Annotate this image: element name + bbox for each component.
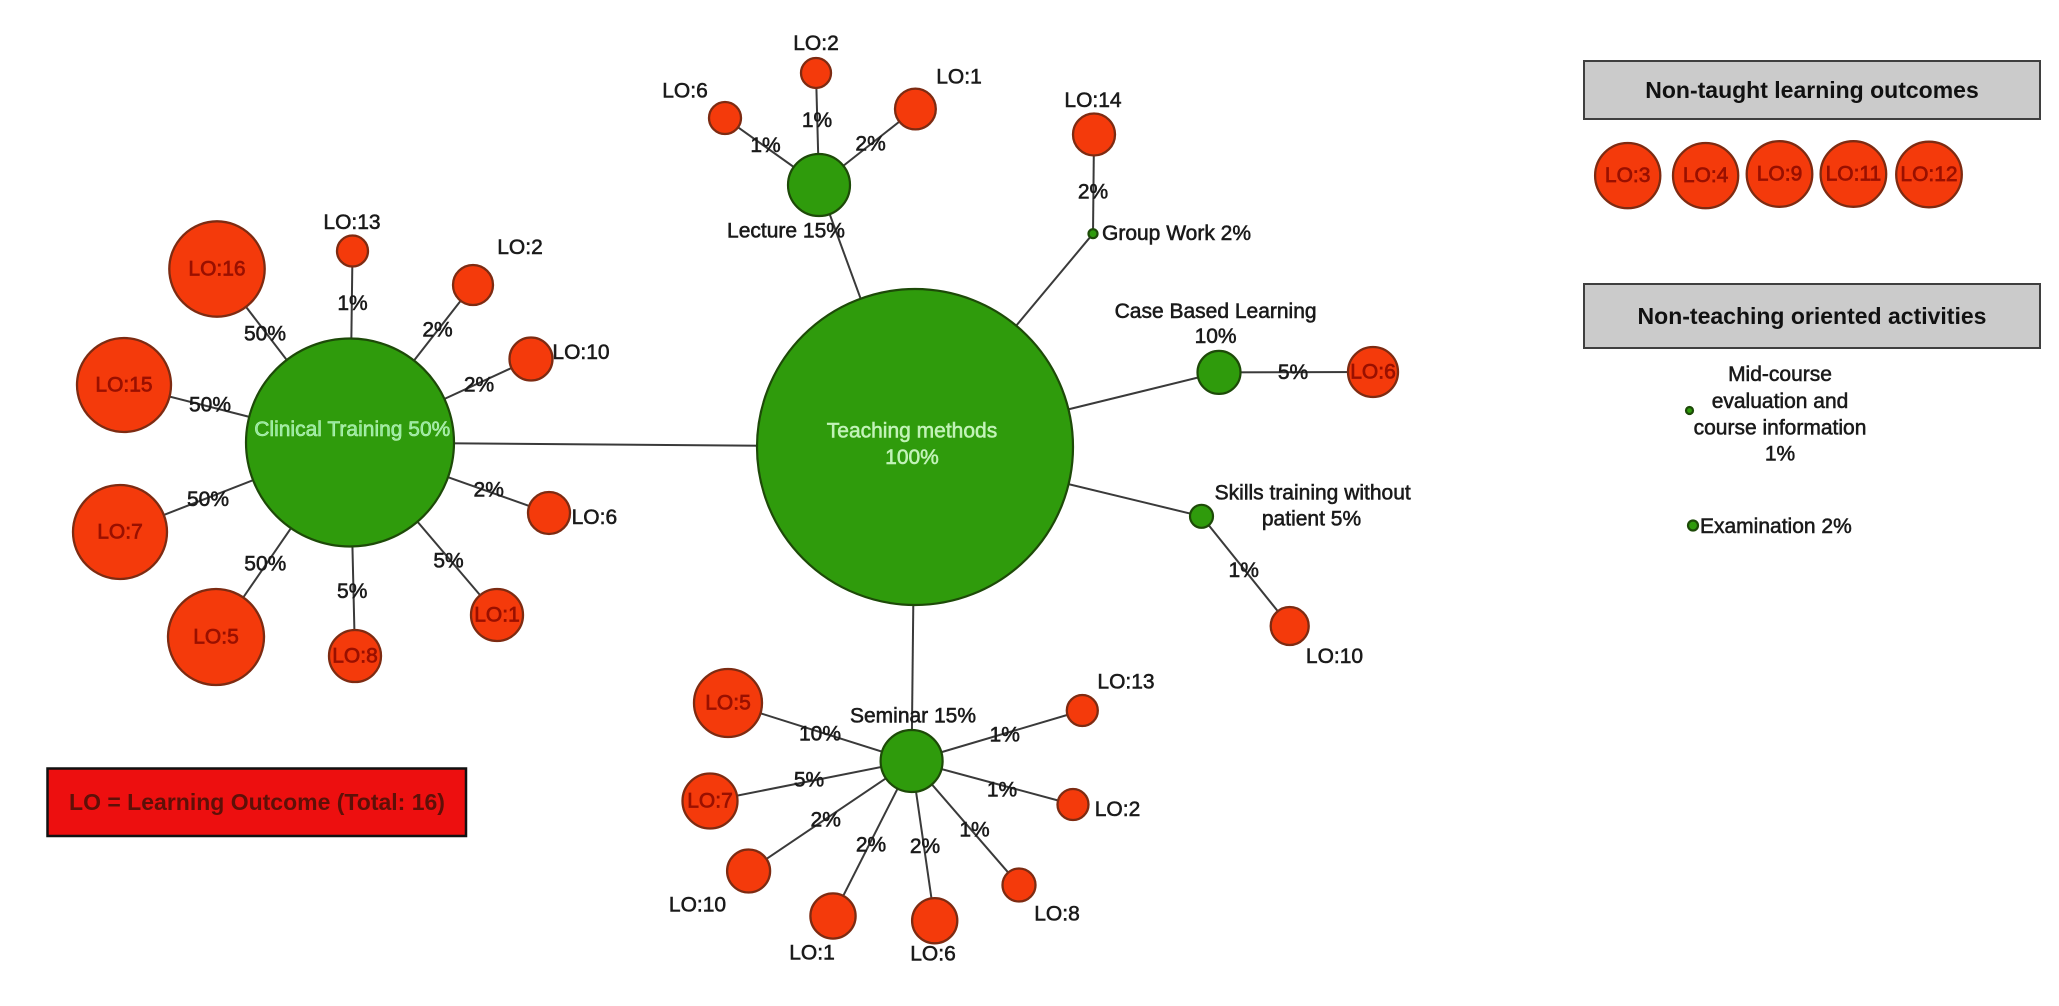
svg-text:1%: 1%: [959, 819, 989, 842]
svg-text:LO:6: LO:6: [662, 80, 708, 103]
svg-text:2%: 2%: [910, 835, 940, 858]
svg-text:10%: 10%: [1195, 325, 1237, 348]
svg-text:LO:1: LO:1: [789, 942, 835, 965]
svg-text:Seminar 15%: Seminar 15%: [850, 705, 976, 728]
svg-text:LO:7: LO:7: [97, 521, 143, 544]
svg-text:LO:6: LO:6: [910, 943, 956, 966]
svg-text:LO:2: LO:2: [793, 32, 839, 55]
svg-text:Group Work 2%: Group Work 2%: [1102, 222, 1251, 245]
svg-text:2%: 2%: [856, 834, 886, 857]
svg-text:LO:10: LO:10: [552, 341, 609, 364]
svg-text:Non-teaching oriented activiti: Non-teaching oriented activities: [1638, 303, 1987, 329]
svg-text:LO:10: LO:10: [1306, 645, 1363, 668]
svg-text:LO:16: LO:16: [188, 258, 245, 281]
svg-text:LO:2: LO:2: [497, 236, 543, 259]
svg-text:50%: 50%: [244, 552, 286, 575]
svg-text:2%: 2%: [1078, 181, 1108, 204]
svg-text:10%: 10%: [799, 723, 841, 746]
svg-text:course information: course information: [1694, 417, 1867, 440]
svg-text:LO:6: LO:6: [1350, 361, 1396, 384]
svg-text:50%: 50%: [189, 394, 231, 417]
svg-text:Mid-course: Mid-course: [1728, 363, 1832, 386]
svg-text:1%: 1%: [802, 109, 832, 132]
svg-text:2%: 2%: [464, 374, 494, 397]
svg-text:1%: 1%: [337, 292, 367, 315]
svg-text:1%: 1%: [1765, 443, 1795, 466]
svg-text:1%: 1%: [990, 724, 1020, 747]
svg-text:5%: 5%: [794, 769, 824, 792]
svg-text:Non-taught learning outcomes: Non-taught learning outcomes: [1645, 77, 1979, 103]
svg-text:LO:9: LO:9: [1757, 163, 1803, 186]
svg-text:LO:1: LO:1: [936, 65, 982, 88]
svg-text:LO:3: LO:3: [1605, 164, 1651, 187]
svg-text:LO:4: LO:4: [1683, 164, 1729, 187]
svg-text:LO = Learning Outcome (Total:: LO = Learning Outcome (Total: 16): [69, 789, 445, 815]
svg-text:5%: 5%: [433, 550, 463, 573]
svg-text:50%: 50%: [187, 488, 229, 511]
svg-text:2%: 2%: [855, 133, 885, 156]
svg-text:Case Based Learning: Case Based Learning: [1115, 300, 1317, 323]
svg-text:50%: 50%: [244, 323, 286, 346]
svg-text:2%: 2%: [422, 319, 452, 342]
svg-text:LO:5: LO:5: [705, 692, 751, 715]
svg-text:LO:8: LO:8: [332, 645, 378, 668]
svg-text:1%: 1%: [750, 134, 780, 157]
svg-text:100%: 100%: [885, 446, 939, 469]
svg-text:Clinical Training 50%: Clinical Training 50%: [254, 418, 450, 441]
svg-text:LO:8: LO:8: [1034, 903, 1080, 926]
svg-text:LO:12: LO:12: [1900, 163, 1957, 186]
svg-text:2%: 2%: [474, 479, 504, 502]
svg-text:evaluation and: evaluation and: [1712, 390, 1849, 413]
svg-text:LO:2: LO:2: [1095, 798, 1141, 821]
svg-text:LO:14: LO:14: [1064, 89, 1122, 112]
svg-text:LO:6: LO:6: [572, 506, 618, 529]
svg-text:LO:1: LO:1: [474, 604, 520, 627]
svg-text:2%: 2%: [811, 809, 841, 832]
svg-text:LO:7: LO:7: [687, 790, 733, 813]
svg-text:5%: 5%: [337, 580, 367, 603]
svg-text:LO:15: LO:15: [95, 374, 152, 397]
svg-text:Examination 2%: Examination 2%: [1700, 515, 1852, 538]
svg-text:1%: 1%: [1229, 559, 1259, 582]
svg-text:LO:10: LO:10: [669, 894, 726, 917]
svg-text:patient 5%: patient 5%: [1262, 508, 1361, 531]
svg-text:5%: 5%: [1278, 361, 1308, 384]
svg-text:Lecture 15%: Lecture 15%: [727, 220, 845, 243]
svg-text:LO:13: LO:13: [1097, 671, 1154, 694]
svg-text:Teaching methods: Teaching methods: [827, 420, 997, 443]
svg-text:LO:11: LO:11: [1826, 163, 1882, 186]
svg-text:LO:13: LO:13: [323, 211, 380, 234]
svg-text:LO:5: LO:5: [193, 626, 239, 649]
svg-text:1%: 1%: [987, 779, 1017, 802]
svg-text:Skills training without: Skills training without: [1215, 482, 1411, 505]
